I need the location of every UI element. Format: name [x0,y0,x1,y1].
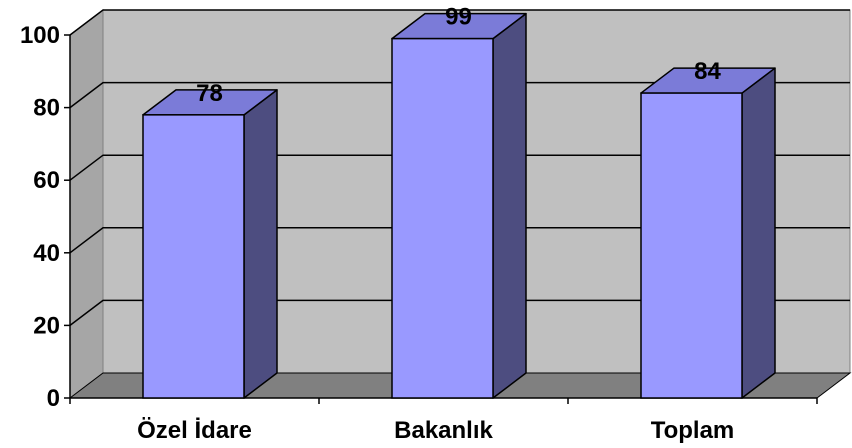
labels: 0 20 40 60 80 100 78 Özel İdare 99 Bakanlık 84 Topl… [20,4,734,444]
data-label-1: 78 [196,80,223,107]
data-label-2: 99 [445,4,472,31]
x-category-label: Toplam [651,417,735,444]
y-tick-label: 80 [33,95,60,122]
y-tick-label: 100 [20,22,60,49]
bar-side-2 [492,12,527,399]
bar-1 [142,114,245,399]
y-tick-label: 60 [33,167,60,194]
gridline [69,299,850,326]
bar-2 [391,37,494,399]
y-tick-label: 0 [47,385,60,412]
bars [142,12,776,399]
gridline [69,81,850,109]
gridline [69,227,850,254]
gridline [69,154,850,181]
bar-3 [640,92,743,399]
x-category-label: Bakanlık [394,417,493,444]
data-label-3: 84 [694,58,721,85]
gridline [69,9,850,36]
y-tick-label: 20 [33,312,60,339]
y-tick-label: 40 [33,240,60,267]
bar-side-1 [243,89,278,399]
x-category-label: Özel İdare [137,417,252,444]
bar-side-3 [741,67,776,399]
side-wall [69,8,104,400]
gridlines [69,9,850,326]
